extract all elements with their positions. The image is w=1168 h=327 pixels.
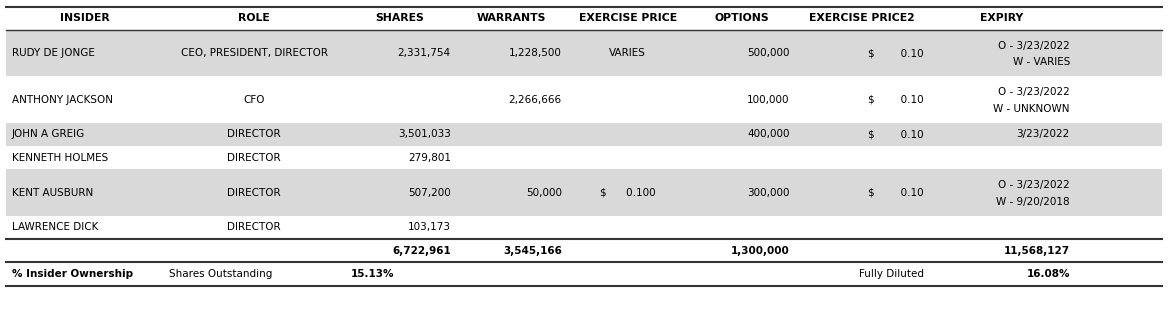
Text: ANTHONY JACKSON: ANTHONY JACKSON <box>12 95 112 105</box>
Text: 2,266,666: 2,266,666 <box>509 95 562 105</box>
Text: 15.13%: 15.13% <box>350 269 394 279</box>
Bar <box>6 146 1162 169</box>
Text: % Insider Ownership: % Insider Ownership <box>12 269 133 279</box>
Text: EXERCISE PRICE: EXERCISE PRICE <box>578 13 677 23</box>
Text: DIRECTOR: DIRECTOR <box>228 129 280 139</box>
Text: KENT AUSBURN: KENT AUSBURN <box>12 188 93 198</box>
Bar <box>6 169 1162 216</box>
Text: KENNETH HOLMES: KENNETH HOLMES <box>12 153 107 163</box>
Text: $        0.10: $ 0.10 <box>868 188 924 198</box>
Text: OPTIONS: OPTIONS <box>715 13 769 23</box>
Text: 16.08%: 16.08% <box>1027 269 1070 279</box>
Text: 3,545,166: 3,545,166 <box>503 246 562 256</box>
Text: CFO: CFO <box>243 95 265 105</box>
Text: 1,300,000: 1,300,000 <box>731 246 790 256</box>
Text: 11,568,127: 11,568,127 <box>1003 246 1070 256</box>
Text: 3,501,033: 3,501,033 <box>398 129 451 139</box>
Text: 507,200: 507,200 <box>408 188 451 198</box>
Text: 50,000: 50,000 <box>526 188 562 198</box>
Text: $        0.10: $ 0.10 <box>868 48 924 58</box>
Text: $        0.10: $ 0.10 <box>868 129 924 139</box>
Text: WARRANTS: WARRANTS <box>477 13 545 23</box>
Bar <box>6 216 1162 239</box>
Text: VARIES: VARIES <box>610 48 646 58</box>
Text: CEO, PRESIDENT, DIRECTOR: CEO, PRESIDENT, DIRECTOR <box>181 48 327 58</box>
Text: 300,000: 300,000 <box>748 188 790 198</box>
Text: DIRECTOR: DIRECTOR <box>228 153 280 163</box>
Text: 500,000: 500,000 <box>748 48 790 58</box>
Text: INSIDER: INSIDER <box>60 13 110 23</box>
Text: 103,173: 103,173 <box>408 222 451 232</box>
Text: EXPIRY: EXPIRY <box>980 13 1023 23</box>
Text: O - 3/23/2022: O - 3/23/2022 <box>999 87 1070 97</box>
Text: JOHN A GREIG: JOHN A GREIG <box>12 129 85 139</box>
Bar <box>6 262 1162 285</box>
Text: SHARES: SHARES <box>376 13 424 23</box>
Text: 100,000: 100,000 <box>748 95 790 105</box>
Text: O - 3/23/2022: O - 3/23/2022 <box>999 41 1070 51</box>
Text: 6,722,961: 6,722,961 <box>392 246 451 256</box>
Bar <box>6 7 1162 30</box>
Text: DIRECTOR: DIRECTOR <box>228 188 280 198</box>
Text: LAWRENCE DICK: LAWRENCE DICK <box>12 222 98 232</box>
Text: 279,801: 279,801 <box>408 153 451 163</box>
Text: Fully Diluted: Fully Diluted <box>858 269 924 279</box>
Text: 3/23/2022: 3/23/2022 <box>1016 129 1070 139</box>
Text: EXERCISE PRICE2: EXERCISE PRICE2 <box>808 13 915 23</box>
Text: RUDY DE JONGE: RUDY DE JONGE <box>12 48 95 58</box>
Text: 1,228,500: 1,228,500 <box>509 48 562 58</box>
Bar <box>6 76 1162 123</box>
Bar <box>6 239 1162 262</box>
Text: O - 3/23/2022: O - 3/23/2022 <box>999 180 1070 190</box>
Text: ROLE: ROLE <box>238 13 270 23</box>
Text: W - VARIES: W - VARIES <box>1013 57 1070 67</box>
Text: 400,000: 400,000 <box>748 129 790 139</box>
Text: 2,331,754: 2,331,754 <box>398 48 451 58</box>
Text: DIRECTOR: DIRECTOR <box>228 222 280 232</box>
Text: Shares Outstanding: Shares Outstanding <box>169 269 273 279</box>
Bar <box>6 123 1162 146</box>
Text: $        0.10: $ 0.10 <box>868 95 924 105</box>
Text: $      0.100: $ 0.100 <box>600 188 655 198</box>
Text: W - 9/20/2018: W - 9/20/2018 <box>996 197 1070 207</box>
Text: W - UNKNOWN: W - UNKNOWN <box>994 104 1070 114</box>
Bar <box>6 30 1162 76</box>
